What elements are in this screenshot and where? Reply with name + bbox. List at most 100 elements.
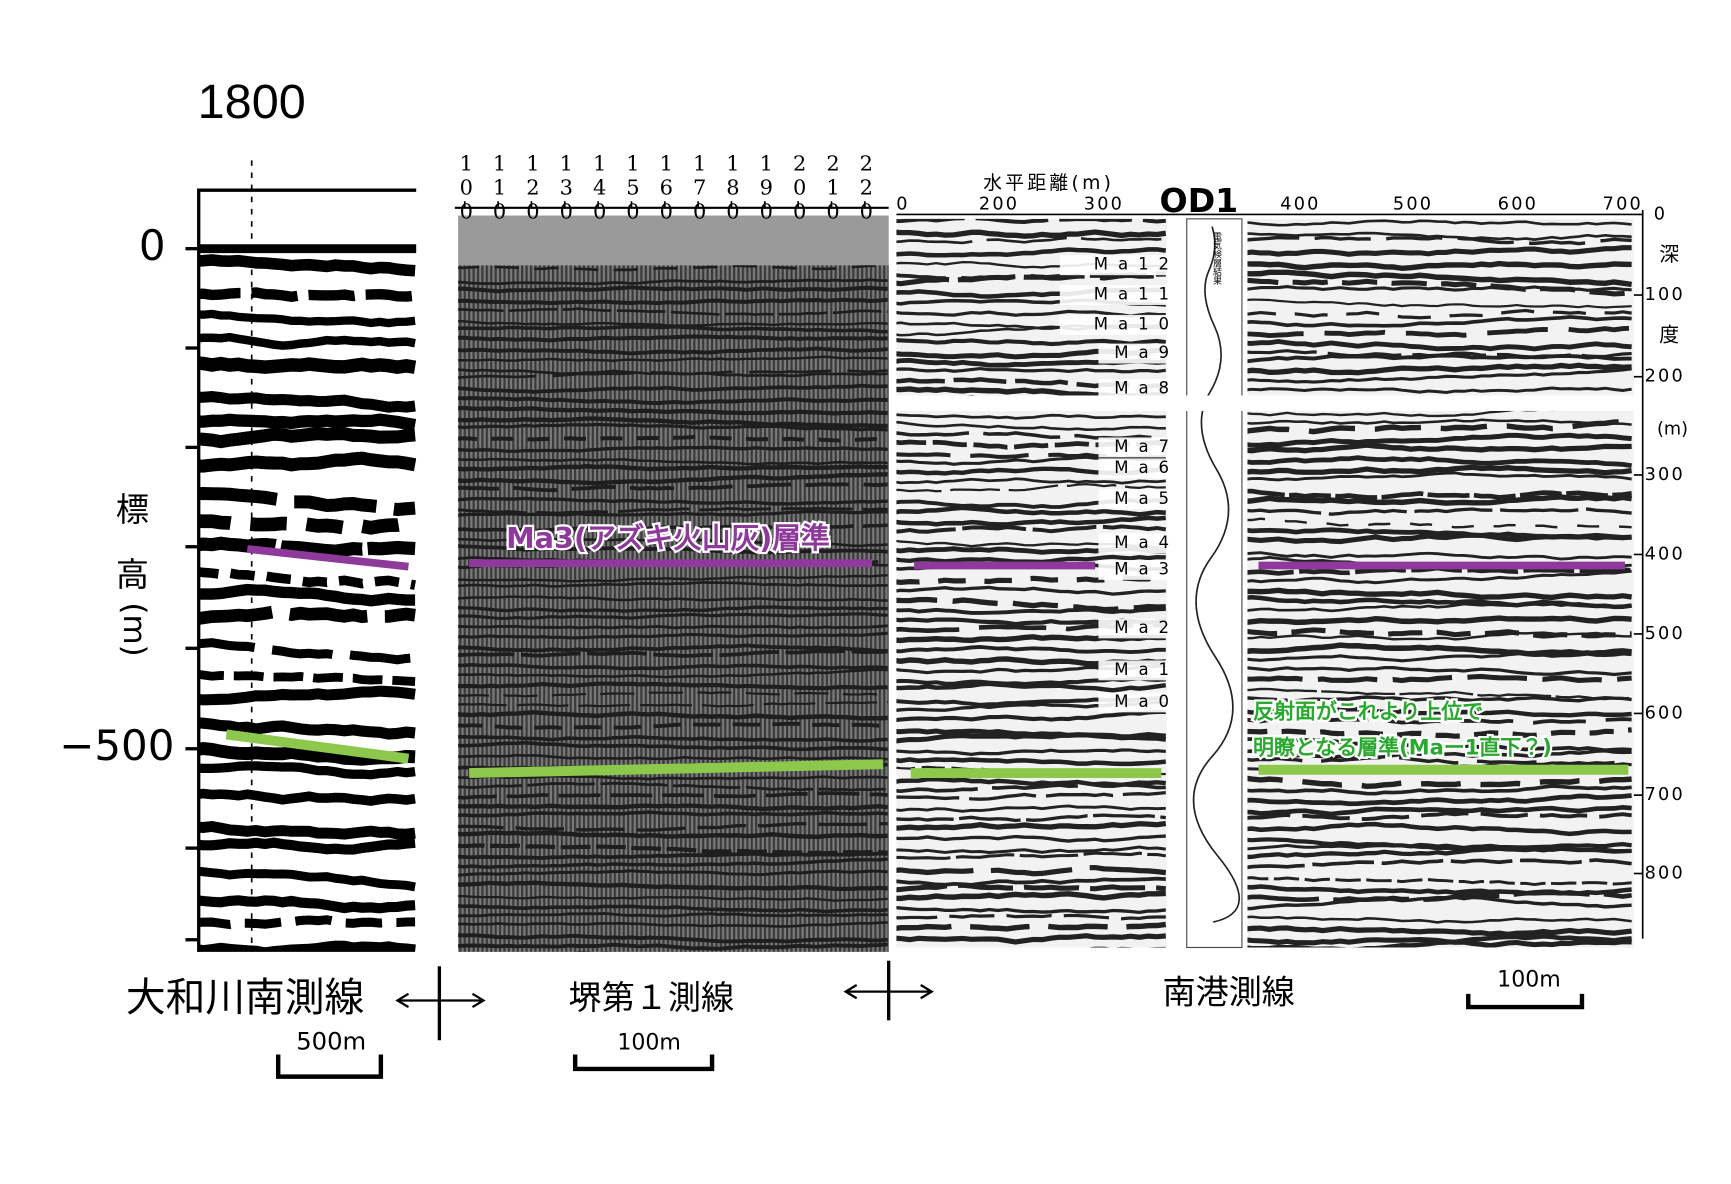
position-label: 1800 <box>198 75 306 129</box>
reflection <box>896 845 1166 855</box>
reflection <box>458 496 888 506</box>
reflection <box>1247 784 1632 796</box>
reflection <box>896 876 1166 887</box>
reflection <box>458 574 888 583</box>
reflection <box>458 416 888 429</box>
reflection <box>458 921 888 928</box>
reflection <box>458 740 888 752</box>
line-name: 大和川南測線 <box>126 975 364 1021</box>
reflection <box>458 369 888 379</box>
horizon-label-bg <box>1059 314 1182 335</box>
depth-tick-label: 300 <box>1645 465 1685 485</box>
reflection <box>198 669 416 686</box>
reflection <box>1247 464 1633 476</box>
reflection <box>1247 471 1632 482</box>
x-tick-label: 200 <box>979 195 1019 215</box>
reflector-line <box>469 759 884 779</box>
reflection <box>896 309 1166 318</box>
reflector-annotation: 反射面がこれより上位で <box>1253 699 1483 723</box>
cdp-label: 210 <box>821 152 845 224</box>
reflection <box>458 278 888 286</box>
reflection <box>1247 821 1632 837</box>
depth-tick-label: 700 <box>1645 785 1685 805</box>
reflector-line <box>225 729 410 764</box>
reflection <box>574 951 610 952</box>
reflection <box>458 612 888 620</box>
reflection <box>458 482 888 493</box>
reflection <box>458 933 888 944</box>
cdp-label: 110 <box>488 152 512 224</box>
reflection <box>896 515 1166 527</box>
reflection <box>458 912 888 918</box>
x-tick-label: 700 <box>1603 195 1643 215</box>
reflection <box>896 420 1166 432</box>
reflection <box>1247 325 1632 338</box>
reflection <box>1247 269 1633 288</box>
reflection <box>198 820 416 840</box>
reflection <box>896 413 1166 420</box>
right-section-b <box>1247 218 1634 948</box>
reflection <box>458 774 888 781</box>
left-texture <box>198 254 417 952</box>
depth-tick-label: 100 <box>1645 285 1685 305</box>
reflection <box>1247 569 1632 585</box>
depth-tick-label: 500 <box>1645 624 1685 644</box>
reflection <box>1247 308 1632 320</box>
reflection <box>458 506 888 515</box>
middle-header-band <box>458 215 889 266</box>
reflection <box>896 851 1167 860</box>
horizon-labels: Ma12 Ma11 Ma10 Ma9 Ma8 Ma7 Ma6 Ma5 Ma4 Ma3 Ma2 Ma1 M… <box>1059 255 1182 713</box>
reflection <box>896 781 1166 793</box>
reflection <box>1247 736 1632 753</box>
reflection <box>198 413 417 432</box>
reflection <box>1247 846 1632 860</box>
layout <box>185 160 1644 1079</box>
horizon-label: Ma8 <box>1114 378 1179 397</box>
reflection <box>1247 615 1632 626</box>
well-label: OD1 <box>1160 181 1239 220</box>
x-axis-title: 水平距離(m) <box>983 172 1114 194</box>
reflection <box>896 229 1167 239</box>
reflection <box>198 761 416 780</box>
reflection <box>198 356 417 374</box>
reflection <box>198 837 416 855</box>
reflection <box>198 309 416 328</box>
reflection <box>458 355 888 362</box>
reflection <box>198 940 416 952</box>
horizon-label-bg <box>1098 489 1182 510</box>
reflection <box>458 710 888 721</box>
reflection <box>458 691 888 698</box>
reflection <box>198 605 416 625</box>
reflection <box>896 732 1166 744</box>
cdp-label: 120 <box>521 152 545 224</box>
reflection <box>198 332 416 350</box>
reflection <box>896 748 1166 757</box>
depth-tick-label: 0 <box>1654 204 1667 224</box>
reflection <box>1247 715 1632 725</box>
reflection <box>458 810 888 818</box>
reflection <box>458 904 888 914</box>
reflection <box>1247 895 1632 911</box>
horizon-label-bg <box>1059 285 1182 305</box>
reflection <box>198 583 416 607</box>
reflection <box>1247 876 1632 887</box>
footer-marks <box>275 960 1585 1079</box>
cdp-label: 130 <box>554 152 578 224</box>
horizon-label: Ma9 <box>1114 343 1179 362</box>
reflection <box>458 631 888 640</box>
reflection <box>458 265 888 272</box>
reflection <box>1247 338 1632 352</box>
horizon-label: Ma12 <box>1094 255 1179 274</box>
reflection <box>458 734 888 743</box>
reflection <box>1089 946 1166 948</box>
scale-label: 100m <box>617 1031 681 1056</box>
log-label: 電気検層結果 <box>1211 232 1221 286</box>
reflection <box>458 346 888 356</box>
reflection <box>458 422 888 432</box>
depth-tick-label: 600 <box>1645 703 1685 723</box>
depth-tick-label: 400 <box>1645 544 1685 564</box>
reflection <box>458 803 888 812</box>
reflection <box>458 857 888 869</box>
reflection <box>1247 775 1632 790</box>
horizon-label: Ma0 <box>1114 692 1179 711</box>
